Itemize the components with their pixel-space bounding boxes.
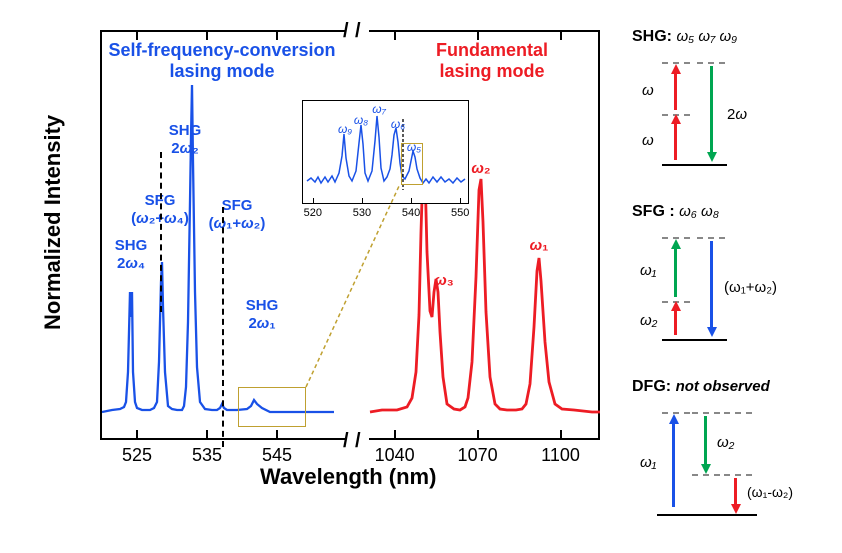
level-top xyxy=(697,237,725,239)
result-label: (ω₁+ω₂) xyxy=(724,279,777,296)
y-axis-label: Normalized Intensity xyxy=(40,115,66,330)
arrow-up xyxy=(672,422,675,507)
level-top xyxy=(692,412,720,414)
main-chart: Normalized Intensity Self-frequency-conv… xyxy=(40,20,600,490)
shg-diagram: SHG: ω₅ ω₇ ω₉ ω ω 2ω xyxy=(632,28,817,178)
omega-label: ω xyxy=(642,132,654,149)
break-slash: / xyxy=(355,430,361,453)
energy-diagrams: SHG: ω₅ ω₇ ω₉ ω ω 2ω SFG : ω₆ ω₈ xyxy=(632,28,817,553)
level-ground xyxy=(657,514,757,516)
omega-label: ω xyxy=(642,82,654,99)
arrow-down xyxy=(710,66,713,154)
sfg-diagram: SFG : ω₆ ω₈ ω₁ ω₂ (ω₁+ω₂) xyxy=(632,203,817,353)
omega-label: ω₁ xyxy=(640,262,656,279)
arrow-up xyxy=(674,72,677,110)
figure-container: Normalized Intensity Self-frequency-conv… xyxy=(0,0,842,541)
result-label: (ω₁-ω₂) xyxy=(747,484,793,500)
x-axis-label: Wavelength (nm) xyxy=(260,464,436,490)
arrow-up xyxy=(674,247,677,297)
inset-chart: ω₉ω₈ω₇ω₆ω₅ 520530540550 xyxy=(302,100,469,204)
spectrum-svg xyxy=(102,32,602,442)
level-top xyxy=(697,62,725,64)
omega-label: ω₂ xyxy=(640,312,657,329)
arrow-up xyxy=(674,309,677,335)
omega-label: ω₁ xyxy=(640,454,656,471)
arrow-down xyxy=(710,241,713,329)
result-label: 2ω xyxy=(727,106,747,123)
arrow-up xyxy=(674,122,677,160)
dfg-diagram: DFG: not observed ω₁ ω₂ (ω₁-ω₂) xyxy=(632,378,817,528)
arrow-down xyxy=(704,416,707,466)
level-ground xyxy=(662,164,727,166)
level-mid xyxy=(692,474,720,476)
omega-label: ω₂ xyxy=(717,434,734,451)
break-slash: / xyxy=(343,430,349,453)
level-ground xyxy=(662,339,727,341)
arrow-down xyxy=(734,478,737,506)
level-top xyxy=(724,412,752,414)
sfg-title: SFG : ω₆ ω₈ xyxy=(632,203,817,221)
plot-frame: Self-frequency-conversion lasing mode Fu… xyxy=(100,30,600,440)
break-slash: / xyxy=(343,20,349,43)
break-slash: / xyxy=(355,20,361,43)
level-mid xyxy=(724,474,752,476)
zoom-source-box xyxy=(238,387,306,427)
shg-title: SHG: ω₅ ω₇ ω₉ xyxy=(632,28,817,46)
inset-svg xyxy=(303,101,470,205)
dfg-title: DFG: not observed xyxy=(632,378,817,396)
